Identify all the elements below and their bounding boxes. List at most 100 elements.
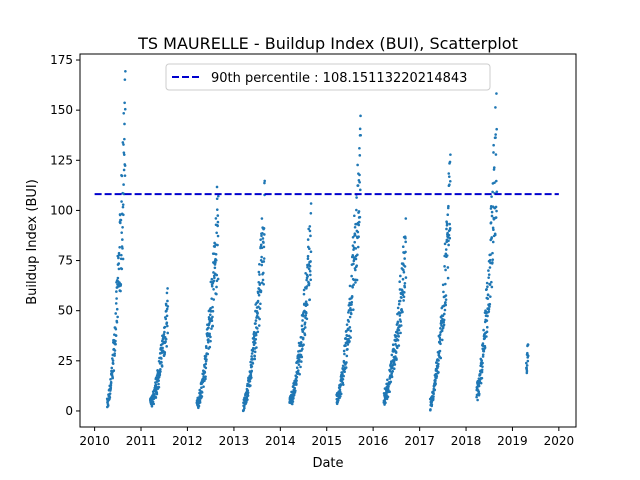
data-point: [254, 333, 258, 337]
data-point: [345, 361, 348, 364]
data-point: [486, 297, 490, 300]
data-point: [165, 291, 169, 295]
data-point: [397, 344, 401, 347]
data-point: [358, 127, 362, 131]
data-point: [431, 397, 435, 401]
data-point: [476, 398, 479, 402]
data-point: [487, 273, 491, 276]
data-point: [121, 226, 124, 229]
data-point: [123, 107, 127, 111]
data-point: [256, 299, 260, 303]
data-point: [440, 321, 443, 325]
data-point: [111, 376, 114, 380]
data-point: [207, 326, 210, 330]
data-point: [347, 309, 351, 312]
data-point: [477, 384, 481, 388]
data-point: [306, 254, 310, 258]
data-point: [339, 392, 343, 396]
data-point: [401, 310, 404, 314]
data-point: [443, 242, 447, 246]
data-point: [339, 395, 342, 398]
data-point: [253, 350, 257, 354]
axes: 2010 2011 2012 2013 2014 2015 2016 2017 2018 2019…: [50, 53, 577, 448]
data-point: [114, 334, 118, 337]
data-point: [490, 280, 493, 284]
data-point: [448, 160, 452, 164]
data-point: [441, 314, 445, 317]
data-point: [448, 179, 452, 183]
data-point: [479, 381, 483, 385]
data-point: [113, 352, 116, 355]
data-point: [122, 151, 126, 154]
data-point: [166, 324, 169, 328]
data-point: [488, 258, 492, 262]
x-tick-label: 2013: [219, 434, 250, 448]
data-point: [258, 262, 261, 266]
data-point: [348, 315, 352, 319]
data-point: [119, 257, 123, 261]
data-point: [349, 308, 353, 312]
data-point: [398, 280, 401, 284]
data-point: [210, 327, 213, 330]
data-point: [157, 359, 161, 363]
data-point: [113, 349, 117, 352]
data-point: [302, 288, 306, 292]
data-point: [206, 352, 210, 356]
data-point: [119, 218, 123, 222]
data-point: [117, 262, 121, 265]
data-point: [395, 358, 398, 361]
data-point: [447, 239, 450, 243]
data-point: [490, 210, 494, 214]
data-point: [112, 369, 116, 372]
data-point: [162, 333, 166, 336]
data-point: [305, 278, 308, 282]
data-point: [437, 371, 440, 374]
data-point: [202, 385, 205, 388]
data-point: [248, 379, 252, 383]
data-point: [487, 307, 491, 311]
data-point: [307, 282, 311, 285]
data-point: [208, 345, 212, 349]
data-point: [342, 374, 345, 378]
data-point: [350, 303, 353, 306]
data-point: [257, 324, 261, 327]
data-point: [206, 332, 209, 335]
data-point: [492, 151, 495, 154]
data-point: [438, 349, 442, 353]
data-point: [449, 153, 452, 156]
data-point: [355, 208, 358, 212]
data-point: [197, 404, 201, 408]
data-point: [358, 173, 361, 177]
data-point: [483, 346, 487, 350]
data-point: [109, 378, 112, 381]
data-point: [338, 390, 342, 394]
data-point: [490, 195, 493, 198]
data-point: [113, 354, 116, 357]
data-point: [119, 221, 122, 225]
data-point: [353, 225, 357, 229]
data-point: [200, 391, 204, 394]
data-point: [399, 331, 402, 335]
data-point: [399, 311, 402, 315]
data-point: [164, 340, 167, 343]
data-point: [260, 234, 263, 238]
data-point: [263, 179, 267, 183]
data-point: [404, 217, 408, 220]
data-point: [348, 326, 352, 329]
data-point: [485, 281, 489, 285]
data-point: [166, 331, 170, 335]
data-point: [525, 364, 529, 367]
data-point: [351, 285, 354, 289]
data-point: [200, 386, 203, 390]
legend-label: 90th percentile : 108.15113220214843: [211, 71, 467, 86]
data-point: [482, 328, 485, 332]
data-point: [444, 303, 448, 307]
data-point: [161, 342, 164, 346]
data-point: [482, 349, 486, 353]
data-point: [204, 375, 207, 378]
data-point: [339, 383, 343, 387]
data-point: [109, 386, 113, 390]
data-point: [345, 354, 349, 358]
data-point: [204, 366, 208, 370]
data-point: [115, 320, 119, 324]
